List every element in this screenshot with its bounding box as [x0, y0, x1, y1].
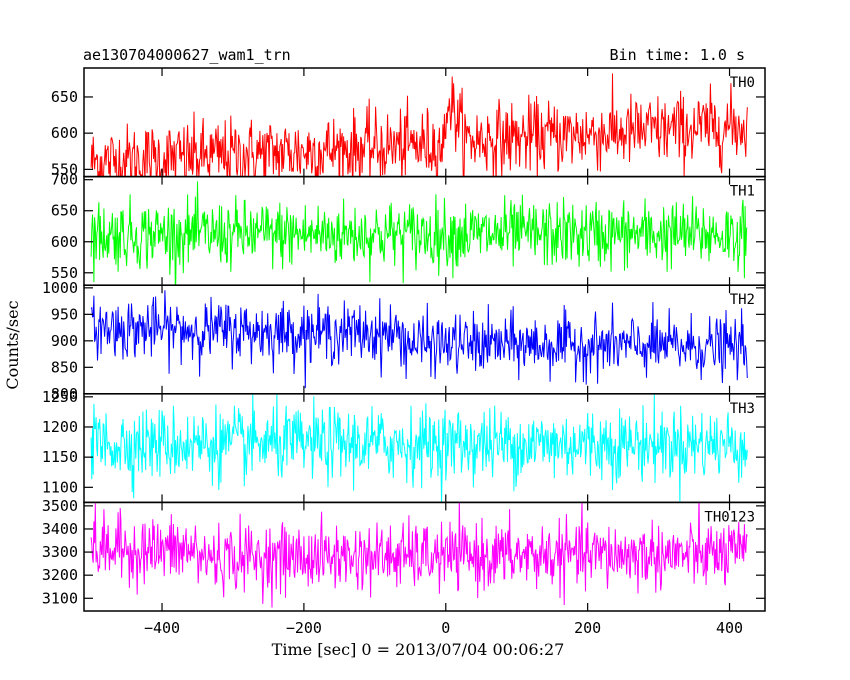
x-axis: −400 −200 0 200 400	[144, 619, 743, 637]
y-tick-label: 650	[51, 88, 78, 106]
bin-time-label: Bin time: 1.0 s	[610, 46, 745, 64]
y-tick-label: 900	[51, 332, 78, 350]
panel-frame	[83, 501, 766, 612]
panel-label-th0: TH0	[730, 75, 755, 91]
panel-label-th0123: TH0123	[704, 509, 755, 525]
series-line-th0123	[90, 502, 748, 608]
y-tick-label: 550	[51, 264, 78, 282]
series-line-th0	[90, 73, 748, 177]
panels-group: 550 600 650 TH0 550 600 650 700 TH1 800 850 900 950 1…	[42, 67, 766, 612]
y-tick-label: 650	[51, 202, 78, 220]
y-tick-label: 1200	[42, 418, 78, 436]
y-tick-label: 3100	[42, 589, 78, 607]
y-axis-title: Counts/sec	[3, 300, 22, 389]
y-tick-label: 1250	[42, 388, 78, 406]
x-tick-label: −400	[144, 619, 180, 637]
y-tick-label: 1150	[42, 448, 78, 466]
panel-th0123: 3100 3200 3300 3400 3500 TH0123	[42, 497, 766, 612]
y-tick-label: 600	[51, 124, 78, 142]
y-tick-label: 3400	[42, 520, 78, 538]
series-line-th2	[90, 290, 748, 389]
series-line-th1	[90, 181, 748, 286]
x-axis-title: Time [sec] 0 = 2013/07/04 00:06:27	[272, 640, 565, 659]
y-tick-label: 1100	[42, 478, 78, 496]
y-tick-label: 800	[51, 385, 78, 403]
series-line-th3	[90, 393, 748, 503]
y-tick-label: 850	[51, 358, 78, 376]
y-tick-label: 700	[51, 171, 78, 189]
y-tick-label: 3500	[42, 497, 78, 515]
panel-th3: 1100 1150 1200 1250 TH3	[42, 388, 766, 504]
x-tick-label: 0	[441, 619, 450, 637]
y-tick-label: 950	[51, 305, 78, 323]
panel-th1: 550 600 650 700 TH1	[51, 171, 766, 286]
x-tick-label: 400	[716, 619, 743, 637]
panel-label-th3: TH3	[730, 401, 755, 417]
x-tick-label: 200	[574, 619, 601, 637]
panel-th2: 800 850 900 950 1000 TH2	[42, 279, 766, 403]
chart-title: ae130704000627_wam1_trn	[83, 46, 291, 64]
y-tick-label: 600	[51, 233, 78, 251]
x-tick-label: −200	[286, 619, 322, 637]
y-tick-label: 3200	[42, 566, 78, 584]
y-tick-label: 3300	[42, 543, 78, 561]
y-tick-label: 1000	[42, 279, 78, 297]
y-tick-label: 550	[51, 160, 78, 178]
panel-th0: 550 600 650 TH0	[51, 67, 766, 178]
panel-label-th2: TH2	[730, 292, 755, 308]
panel-label-th1: TH1	[730, 184, 755, 200]
